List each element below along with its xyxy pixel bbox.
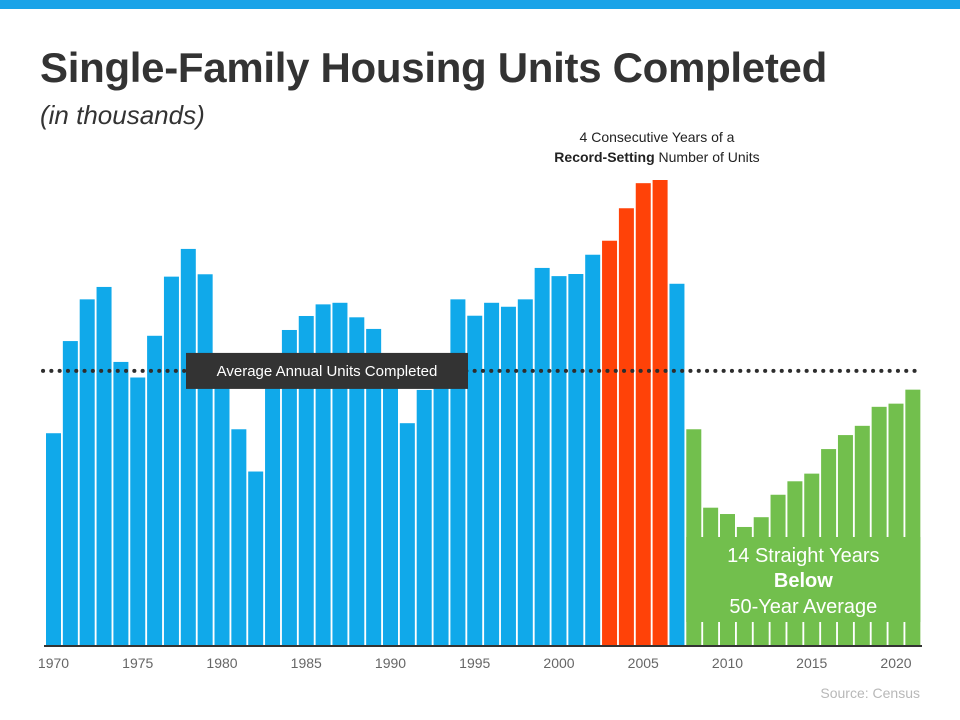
bar-1998 — [517, 299, 533, 645]
bar-2005 — [635, 183, 651, 646]
bar-1994 — [450, 299, 466, 645]
record-annotation-line2: Record-Setting Number of Units — [554, 149, 759, 165]
bar-1984 — [281, 329, 297, 645]
bar-1999 — [534, 267, 550, 645]
bar-1983 — [265, 363, 281, 645]
x-tick-2010: 2010 — [712, 655, 743, 671]
bar-1979 — [197, 274, 213, 645]
x-tick-1990: 1990 — [375, 655, 406, 671]
x-tick-2005: 2005 — [628, 655, 659, 671]
bar-2001 — [568, 274, 584, 645]
below-annotation-line3: 50-Year Average — [729, 596, 877, 618]
below-annotation-line2: Below — [774, 570, 833, 592]
bar-2007 — [669, 283, 685, 645]
average-label: Average Annual Units Completed — [217, 363, 438, 380]
bar-1986 — [315, 304, 331, 645]
bar-2000 — [551, 276, 567, 645]
x-tick-2015: 2015 — [796, 655, 827, 671]
below-average-overlay — [686, 537, 921, 622]
bar-1972 — [79, 299, 95, 645]
x-tick-2020: 2020 — [880, 655, 911, 671]
record-annotation-line1: 4 Consecutive Years of a — [580, 129, 735, 145]
bar-1993 — [433, 354, 449, 645]
bar-2003 — [602, 240, 618, 646]
x-tick-1980: 1980 — [206, 655, 237, 671]
x-tick-2000: 2000 — [543, 655, 574, 671]
bar-1991 — [399, 423, 415, 645]
bar-1976 — [147, 335, 163, 645]
bar-1988 — [349, 317, 365, 645]
chart-title: Single-Family Housing Units Completed — [40, 44, 827, 91]
chart-subtitle: (in thousands) — [40, 100, 205, 130]
record-annotation-bold: Record-Setting — [554, 149, 654, 165]
bar-1978 — [180, 248, 196, 646]
x-tick-1975: 1975 — [122, 655, 153, 671]
bar-1982 — [248, 471, 264, 645]
x-axis-tick-labels: 1970 1975 1980 1985 1990 1995 2000 2005 2010 2015… — [38, 655, 912, 671]
bar-2002 — [585, 254, 601, 646]
below-annotation-line1: 14 Straight Years — [727, 545, 879, 567]
x-tick-1985: 1985 — [291, 655, 322, 671]
top-accent-stripe — [0, 0, 960, 9]
bar-1989 — [366, 328, 382, 645]
bar-1981 — [231, 429, 247, 645]
x-tick-1995: 1995 — [459, 655, 490, 671]
source-note: Source: Census — [820, 685, 920, 701]
bar-1997 — [500, 306, 516, 645]
below-annotation-panel — [686, 537, 921, 622]
bar-1977 — [163, 276, 179, 645]
record-annotation-rest: Number of Units — [655, 149, 760, 165]
bar-1971 — [62, 341, 78, 645]
bar-1973 — [96, 286, 112, 645]
bar-1992 — [416, 389, 432, 645]
bar-2006 — [652, 180, 668, 645]
bar-1975 — [130, 377, 146, 645]
bar-1996 — [484, 302, 500, 645]
bar-1974 — [113, 361, 129, 645]
bar-1990 — [383, 354, 398, 645]
bar-2004 — [618, 208, 634, 645]
bar-1985 — [298, 315, 314, 645]
bar-1970 — [46, 433, 61, 645]
bar-1995 — [467, 315, 483, 645]
x-tick-1970: 1970 — [38, 655, 69, 671]
bar-1980 — [214, 367, 230, 645]
average-label-box: Average Annual Units Completed — [186, 352, 468, 389]
